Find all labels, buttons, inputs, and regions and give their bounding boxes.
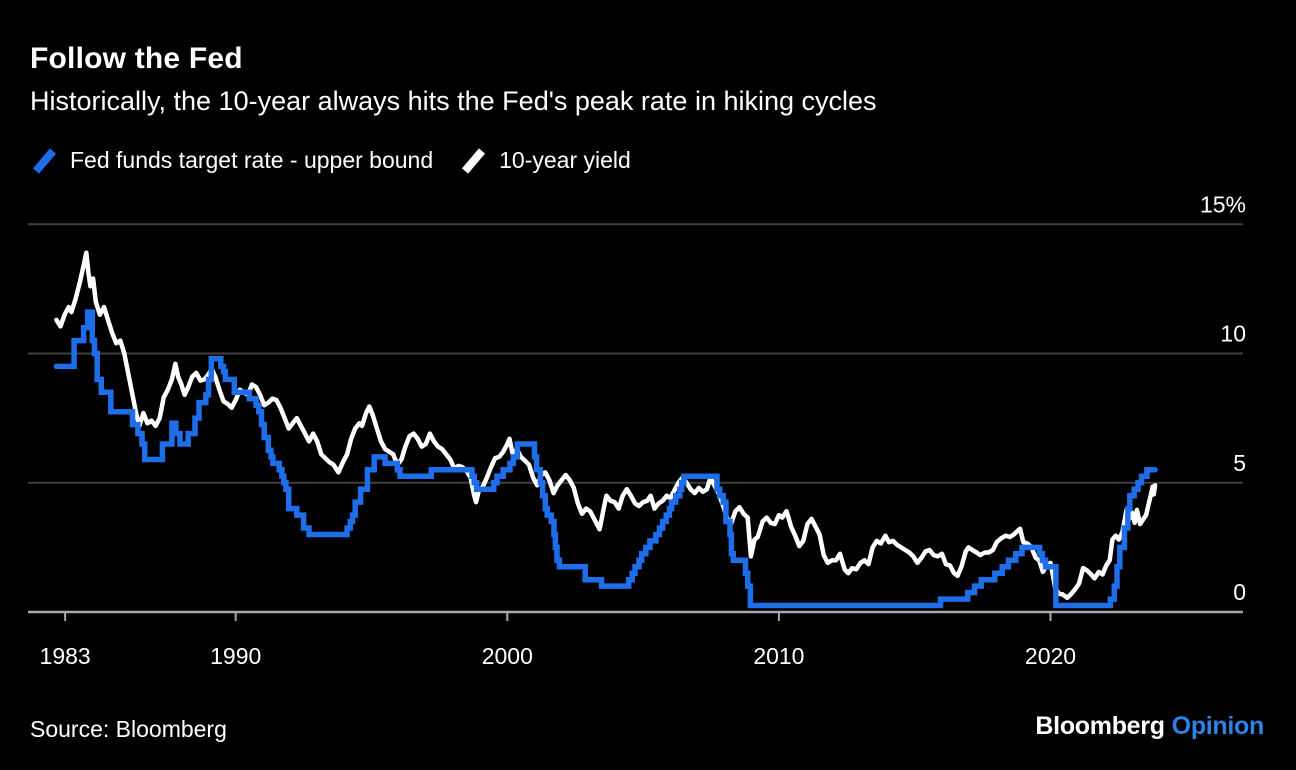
ten-year-yield-line xyxy=(54,250,1158,601)
ten-year-slash-icon xyxy=(462,147,486,174)
chart-legend: Fed funds target rate - upper bound 10-y… xyxy=(30,147,631,174)
bloomberg-opinion-logo: Bloomberg Opinion xyxy=(1035,712,1264,741)
legend-label-fed-funds: Fed funds target rate - upper bound xyxy=(70,147,434,173)
y-axis-label: 10 xyxy=(1220,321,1246,347)
chart-subtitle: Historically, the 10-year always hits th… xyxy=(30,86,877,116)
x-axis-label: 1990 xyxy=(210,643,261,669)
x-axis-label: 2000 xyxy=(482,643,533,669)
logo-bloomberg: Bloomberg xyxy=(1035,712,1165,740)
legend-item-ten-year: 10-year yield xyxy=(459,147,631,174)
y-axis-label: 0 xyxy=(1233,579,1246,605)
x-axis-label: 1983 xyxy=(40,643,91,669)
fed-funds-slash-icon xyxy=(32,147,57,174)
x-axis-label: 2020 xyxy=(1025,643,1076,669)
x-axis-label: 2010 xyxy=(753,643,804,669)
page-title: Follow the Fed xyxy=(30,42,243,75)
source-label: Source: Bloomberg xyxy=(30,716,227,742)
y-axis-label: 15% xyxy=(1200,191,1246,217)
legend-label-ten-year: 10-year yield xyxy=(499,147,631,173)
fed-funds-line xyxy=(53,309,1158,609)
y-axis-label: 5 xyxy=(1233,450,1246,476)
legend-item-fed-funds: Fed funds target rate - upper bound xyxy=(30,147,433,174)
logo-opinion: Opinion xyxy=(1171,712,1265,740)
